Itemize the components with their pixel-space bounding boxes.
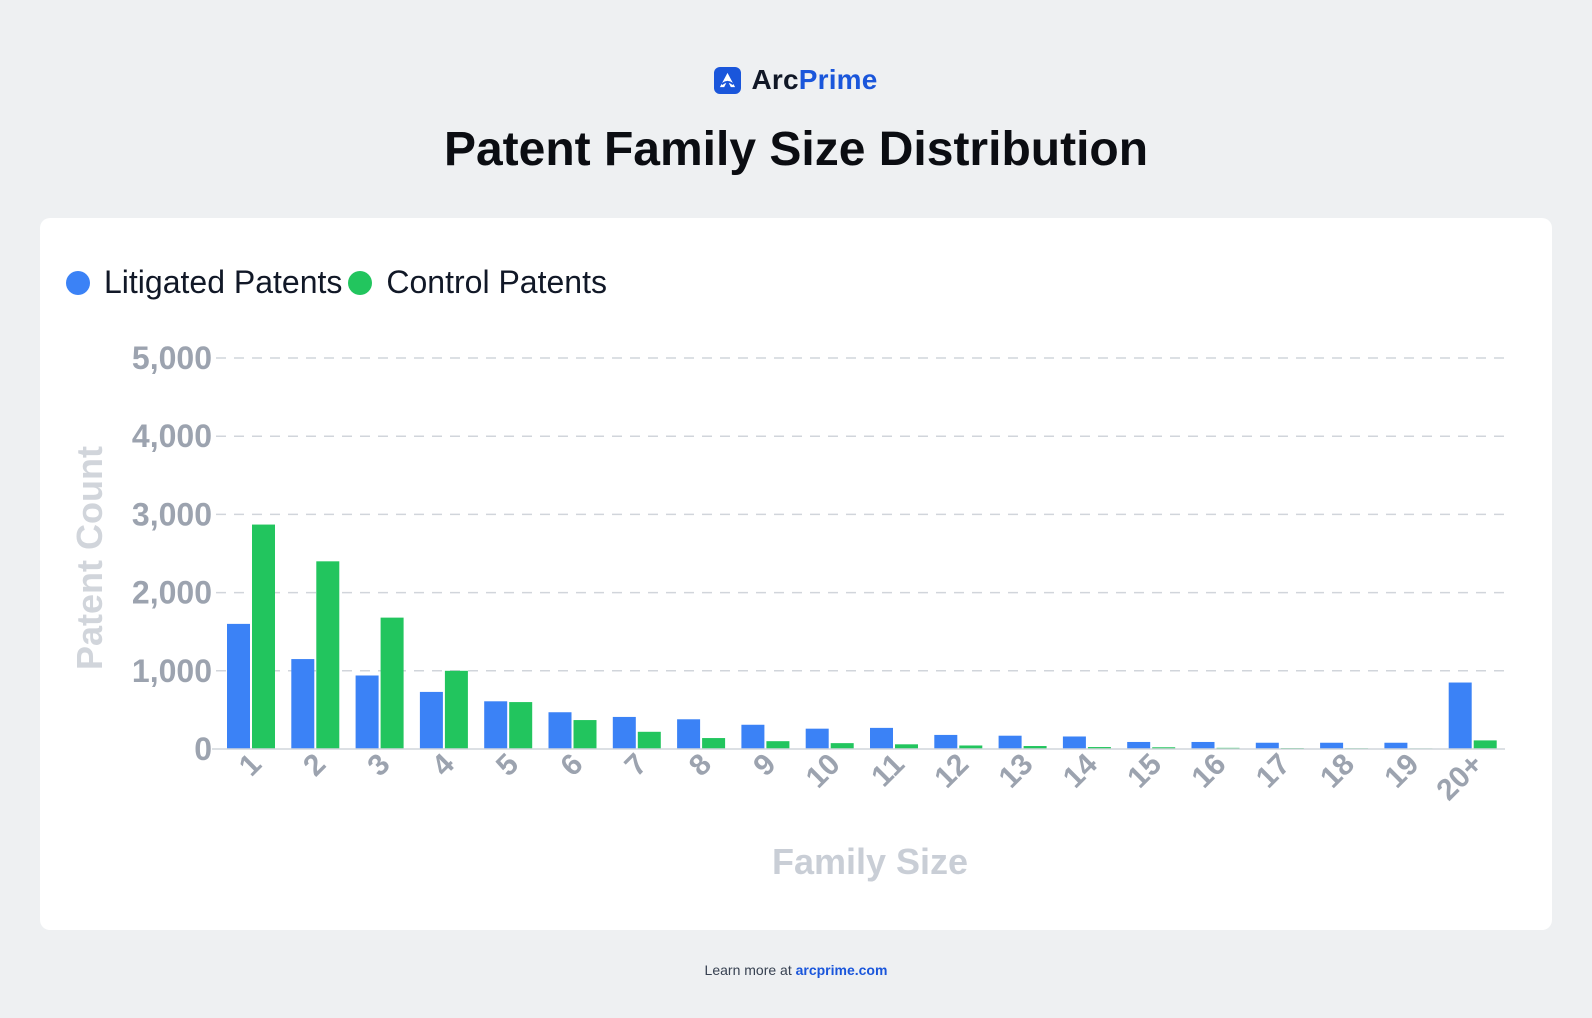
y-tick-label: 3,000: [132, 496, 212, 532]
y-tick-label: 5,000: [132, 340, 212, 376]
x-tick-label: 5: [490, 748, 525, 783]
bar-control-7: [637, 731, 661, 749]
bar-control-8: [702, 738, 726, 749]
bar-litigated-18: [1320, 742, 1344, 749]
page-title: Patent Family Size Distribution: [443, 123, 1149, 176]
bar-litigated-6: [548, 712, 572, 749]
chart-legend: Litigated Patents Control Patents: [66, 264, 613, 301]
bar-litigated-10: [805, 728, 829, 749]
bar-litigated-9: [741, 724, 765, 749]
bar-control-6: [573, 720, 597, 749]
bar-control-1: [252, 524, 275, 749]
bar-control-20+: [1473, 740, 1497, 749]
bar-litigated-13: [998, 735, 1022, 749]
footer: Learn more at arcprime.com: [0, 962, 1592, 978]
bar-litigated-16: [1191, 741, 1215, 749]
brand-name: ArcPrime: [751, 64, 877, 96]
x-tick-label: 4: [426, 747, 461, 782]
bar-litigated-8: [677, 719, 701, 749]
bars: [227, 524, 1497, 749]
bar-litigated-15: [1127, 741, 1151, 749]
bar-litigated-7: [612, 716, 636, 749]
y-tick-label: 0: [194, 731, 212, 767]
footer-link[interactable]: arcprime.com: [795, 962, 888, 978]
x-tick-labels: 1 2 3 4 5 6 7 8 9 10 11 12 13 14 15 16 17 18 19 20+: [233, 747, 1490, 807]
y-tick-label: 4,000: [132, 418, 212, 454]
brand: ArcPrime: [0, 64, 1592, 96]
arcprime-logo-icon: [714, 66, 742, 94]
bar-litigated-1: [227, 623, 250, 749]
bar-litigated-19: [1384, 742, 1408, 749]
x-tick-label: 1: [233, 748, 268, 783]
bar-control-9: [766, 741, 790, 749]
x-tick-label: 10: [800, 748, 847, 795]
x-tick-label: 6: [554, 748, 589, 783]
x-tick-label: 15: [1121, 748, 1168, 795]
bar-control-14: [1087, 747, 1111, 749]
bar-control-2: [316, 561, 340, 749]
y-tick-label: 2,000: [132, 575, 212, 611]
bar-control-15: [1152, 747, 1176, 749]
x-tick-label: 17: [1250, 748, 1297, 795]
bar-litigated-20+: [1448, 682, 1472, 749]
x-tick-label: 2: [297, 748, 332, 783]
brand-name-part2: Prime: [798, 64, 878, 95]
legend-label-control: Control Patents: [386, 264, 607, 300]
chart-card: Litigated Patents Control Patents 0 1,000…: [40, 218, 1552, 930]
x-tick-label: 14: [1057, 747, 1104, 794]
x-tick-label: 3: [361, 748, 396, 783]
x-tick-label: 12: [928, 748, 975, 795]
bar-control-12: [959, 745, 983, 749]
legend-label-litigated: Litigated Patents: [104, 264, 343, 300]
legend-item-litigated: Litigated Patents: [66, 264, 342, 301]
bar-control-10: [830, 743, 854, 749]
x-tick-label: 18: [1314, 748, 1361, 795]
x-tick-label: 9: [747, 748, 782, 783]
x-tick-label: 16: [1186, 748, 1233, 795]
y-tick-labels: 0 1,000 2,000 3,000 4,000 5,000: [132, 340, 212, 767]
footer-text: Learn more at: [704, 962, 792, 978]
x-tick-label: 20+: [1430, 748, 1489, 807]
x-tick-label: 8: [683, 748, 718, 783]
x-axis-label: Family Size: [772, 841, 968, 882]
bar-litigated-17: [1255, 742, 1279, 749]
x-tick-label: 13: [993, 748, 1040, 795]
bar-control-5: [509, 702, 533, 749]
bar-litigated-12: [934, 734, 958, 749]
y-axis-label: Patent Count: [69, 446, 110, 670]
legend-dot-litigated: [66, 270, 90, 295]
bar-litigated-3: [355, 675, 379, 749]
brand-name-part1: Arc: [751, 64, 799, 95]
bar-control-4: [444, 670, 468, 749]
bar-litigated-2: [291, 659, 315, 749]
bar-control-3: [380, 617, 404, 749]
legend-item-control: Control Patents: [348, 264, 607, 301]
x-tick-label: 11: [865, 748, 911, 794]
bar-litigated-14: [1062, 736, 1086, 749]
x-tick-label: 7: [619, 748, 654, 783]
bar-litigated-5: [484, 701, 508, 749]
bar-control-13: [1023, 746, 1047, 749]
gridlines: [216, 357, 1505, 672]
bar-litigated-4: [419, 691, 443, 749]
x-tick-label: 19: [1378, 748, 1425, 795]
bar-control-11: [895, 744, 918, 749]
bar-litigated-11: [870, 727, 893, 749]
y-tick-label: 1,000: [132, 653, 212, 689]
legend-dot-control: [348, 270, 373, 295]
